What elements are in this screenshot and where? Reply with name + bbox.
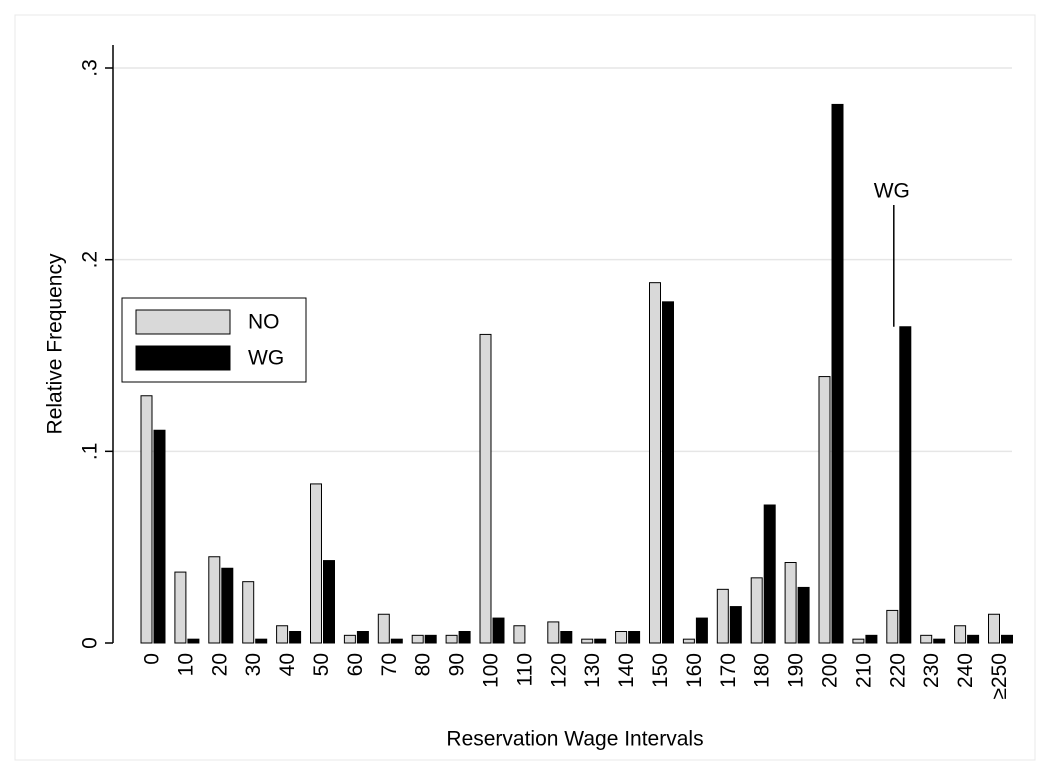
x-tick-label: 10 (174, 653, 197, 676)
x-tick-label: 20 (208, 653, 231, 676)
bar (513, 625, 526, 644)
bar (886, 609, 899, 644)
bar (174, 571, 187, 644)
annotation: WG (874, 180, 910, 203)
x-axis-label: Reservation Wage Intervals (446, 728, 703, 751)
bar (445, 634, 458, 644)
bar (221, 567, 234, 644)
bar (784, 562, 797, 644)
bar (797, 586, 810, 644)
bar (390, 638, 403, 644)
legend-swatch (135, 345, 231, 371)
bar (933, 638, 946, 644)
legend-swatch (135, 309, 231, 335)
bar (289, 631, 302, 644)
x-tick-label: 160 (683, 653, 706, 688)
bar (458, 631, 471, 644)
x-tick-label: 80 (412, 653, 435, 676)
bar (242, 581, 255, 644)
x-tick-label: 60 (344, 653, 367, 676)
x-tick-label: 120 (547, 653, 570, 688)
bar (682, 638, 695, 644)
bar (750, 577, 763, 644)
x-tick-label: ≥250 (988, 653, 1011, 700)
bar (615, 631, 628, 644)
bar (865, 634, 878, 644)
bar (594, 638, 607, 644)
bar (356, 631, 369, 644)
bar (581, 638, 594, 644)
bar (954, 625, 967, 644)
x-tick-label: 50 (310, 653, 333, 676)
bar (852, 638, 865, 644)
legend-label: WG (248, 347, 284, 370)
x-tick-label: 40 (276, 653, 299, 676)
bar (920, 634, 933, 644)
bar (547, 621, 560, 644)
x-tick-label: 110 (513, 653, 536, 686)
x-tick-label: 140 (615, 653, 638, 688)
y-tick-label: .3 (79, 59, 102, 77)
bar (424, 634, 437, 644)
x-tick-label: 90 (446, 653, 469, 676)
x-tick-label: 70 (378, 653, 401, 676)
bar (716, 588, 729, 644)
bar (377, 613, 390, 644)
x-tick-label: 100 (480, 653, 503, 688)
bar (187, 638, 200, 644)
x-tick-label: 0 (141, 653, 164, 665)
y-tick-label: .1 (79, 443, 102, 461)
bar (411, 634, 424, 644)
x-tick-label: 200 (819, 653, 842, 688)
x-tick-label: 150 (649, 653, 672, 688)
legend-label: NO (248, 311, 280, 334)
bar (988, 613, 1000, 644)
bar (831, 103, 844, 644)
bar (1001, 634, 1013, 644)
x-tick-label: 130 (581, 653, 604, 688)
bar (628, 631, 641, 644)
bar (967, 634, 980, 644)
bar (899, 326, 912, 644)
y-axis-label: Relative Frequency (44, 253, 67, 434)
x-tick-label: 190 (785, 653, 808, 688)
y-tick-label: .2 (79, 251, 102, 269)
x-tick-label: 220 (886, 653, 909, 688)
bar (649, 282, 661, 644)
bar (255, 638, 268, 644)
bar (276, 625, 289, 644)
bar (310, 483, 322, 644)
bar (208, 556, 221, 644)
x-tick-label: 210 (852, 653, 875, 688)
bar (153, 429, 166, 644)
bar (662, 301, 674, 644)
bar (729, 606, 742, 644)
y-tick-label: 0 (79, 637, 102, 649)
bar (560, 631, 573, 644)
bar (695, 617, 708, 644)
x-tick-label: 30 (242, 653, 265, 676)
bar (323, 560, 335, 644)
bar (818, 376, 831, 644)
bar (479, 333, 492, 644)
x-tick-label: 170 (717, 653, 740, 688)
bar (492, 617, 505, 644)
bar (343, 634, 356, 644)
frame (14, 14, 1036, 761)
x-tick-label: 230 (920, 653, 943, 688)
bar (140, 395, 153, 644)
x-tick-label: 180 (751, 653, 774, 688)
bar (763, 504, 776, 644)
x-tick-label: 240 (954, 653, 977, 688)
